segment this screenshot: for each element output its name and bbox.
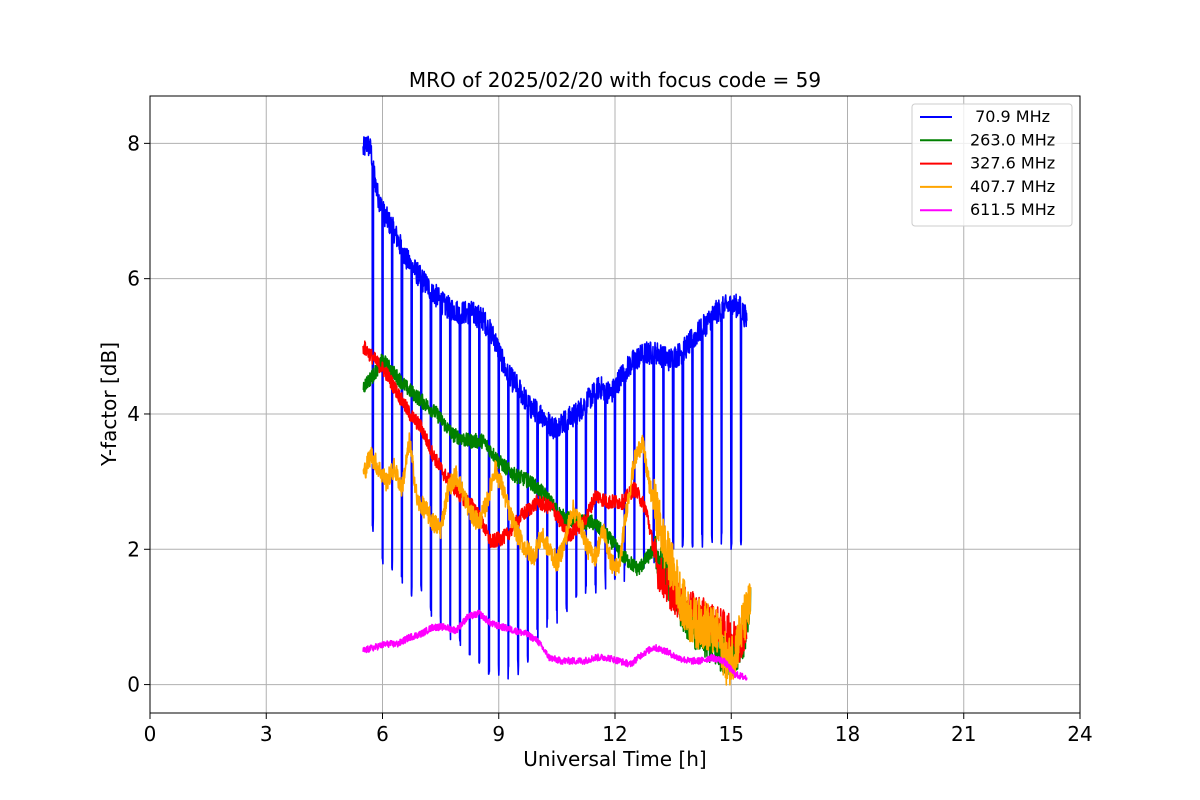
y-tick-label: 8 xyxy=(127,131,140,155)
x-tick-label: 12 xyxy=(602,722,627,746)
series-line-0 xyxy=(362,135,748,680)
chart-title: MRO of 2025/02/20 with focus code = 59 xyxy=(409,68,821,92)
y-axis-label: Y-factor [dB] xyxy=(97,342,121,467)
x-tick-label: 6 xyxy=(376,722,389,746)
y-tick-label: 0 xyxy=(127,673,140,697)
y-tick-label: 6 xyxy=(127,267,140,291)
x-tick-label: 9 xyxy=(492,722,505,746)
x-tick-label: 21 xyxy=(951,722,976,746)
series-line-3 xyxy=(362,432,752,686)
y-tick-label: 2 xyxy=(127,537,140,561)
series-layer xyxy=(362,135,752,686)
x-tick-label: 3 xyxy=(260,722,273,746)
x-tick-label: 15 xyxy=(719,722,744,746)
legend-label: 263.0 MHz xyxy=(970,130,1055,149)
x-ticks: 0 3 6 9 12 15 18 21 24 xyxy=(144,713,1093,746)
legend-label: 611.5 MHz xyxy=(970,200,1055,219)
x-tick-label: 0 xyxy=(144,722,157,746)
y-tick-label: 4 xyxy=(127,402,140,426)
legend-box xyxy=(911,103,1073,227)
legend-label: 407.7 MHz xyxy=(970,177,1055,196)
x-axis-label: Universal Time [h] xyxy=(523,747,706,771)
x-tick-label: 24 xyxy=(1067,722,1092,746)
y-ticks: 0 2 4 6 8 xyxy=(127,131,150,697)
legend-label: 70.9 MHz xyxy=(970,107,1050,126)
series-line-4 xyxy=(362,609,748,681)
x-tick-label: 18 xyxy=(835,722,860,746)
legend-label: 327.6 MHz xyxy=(970,154,1055,173)
legend: 70.9 MHz 263.0 MHz 327.6 MHz 407.7 MHz 611.5… xyxy=(911,103,1073,227)
